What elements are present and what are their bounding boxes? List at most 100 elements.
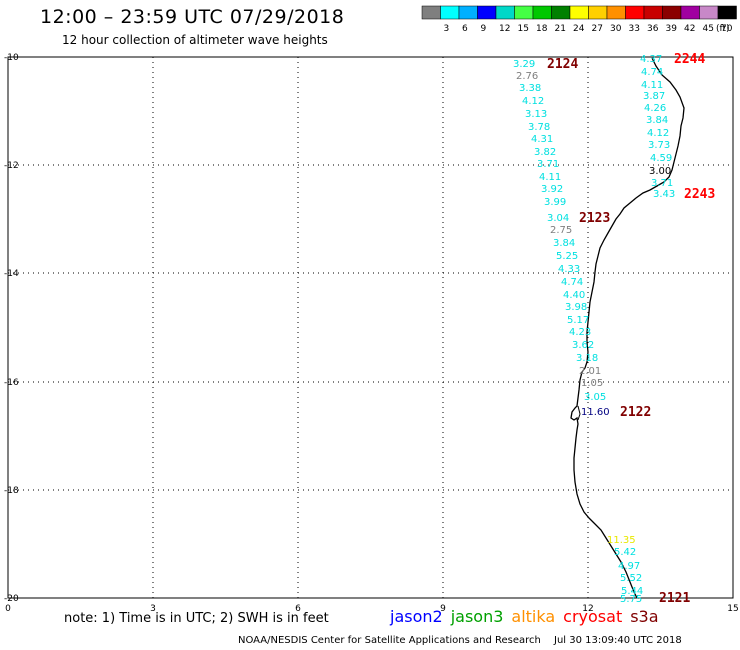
legend-label: 21 [555, 24, 566, 34]
legend-unit: (ft) [716, 24, 730, 34]
legend-swatch [495, 5, 515, 20]
wave-height-label: 3.43 [653, 189, 675, 200]
wave-height-label: 4.74 [641, 67, 663, 78]
wave-height-label: 2.76 [516, 71, 538, 82]
y-tick-label: -12 [4, 161, 19, 171]
wave-height-label: 5.25 [556, 251, 578, 262]
pass-number-label: 2244 [674, 52, 705, 67]
color-scale-legend: 3 6 9 12 15 18 21 24 27 30 33 36 39 42 45 70 (ft) [421, 5, 737, 34]
wave-height-label: 4.11 [539, 172, 561, 183]
x-tick-label: 9 [440, 604, 446, 614]
wave-height-label: 4.26 [644, 103, 666, 114]
wave-height-label: 3.13 [525, 109, 547, 120]
legend-swatch [625, 5, 645, 20]
wave-height-label: 3.38 [519, 83, 541, 94]
satellite-name: altika [511, 607, 556, 626]
x-tick-label: 3 [150, 604, 156, 614]
legend-swatch [421, 5, 441, 20]
wave-height-label: 5.52 [620, 573, 642, 584]
wave-height-label: 4.59 [650, 153, 672, 164]
pass-number-label: 2121 [659, 591, 690, 606]
y-tick-label: -10 [4, 53, 19, 63]
wave-height-label: 4.31 [531, 134, 553, 145]
wave-height-label: 4.97 [618, 561, 640, 572]
wave-height-label: 4.74 [561, 277, 583, 288]
wave-height-label: 3.82 [534, 147, 556, 158]
satellite-name: cryosat [563, 607, 623, 626]
wave-height-label: 4.40 [563, 290, 585, 301]
y-tick-label: -20 [4, 594, 19, 604]
wave-height-label: 3.87 [643, 91, 665, 102]
coastline [570, 57, 685, 599]
pass-labels: 2124 2244 2243 2123 2122 2121 [547, 52, 715, 606]
legend-label: 24 [573, 24, 585, 34]
wave-height-readings: 3.292.763.384.123.133.784.313.823.714.11… [513, 54, 675, 605]
y-tick-label: -14 [4, 269, 19, 279]
grid-lines [8, 57, 733, 598]
legend-swatch [569, 5, 589, 20]
x-tick-label: 0 [5, 604, 11, 614]
legend-swatch [514, 5, 534, 20]
credit-line: NOAA/NESDIS Center for Satellite Applica… [238, 635, 541, 646]
wave-height-label: 3.84 [646, 115, 668, 126]
legend-label: 36 [647, 24, 659, 34]
legend-label: 70 [721, 24, 733, 34]
wave-height-label: 3.05 [584, 392, 606, 403]
wave-height-label: 3.00 [649, 166, 671, 177]
x-tick-label: 12 [582, 604, 593, 614]
legend-label: 18 [536, 24, 548, 34]
map-subtitle: 12 hour collection of altimeter wave hei… [62, 33, 328, 47]
legend-swatch [606, 5, 626, 20]
wave-height-label: 11.60 [581, 407, 610, 418]
wave-height-label: 4.33 [558, 264, 580, 275]
wave-height-label: 1.05 [581, 378, 603, 389]
wave-height-label: 3.29 [513, 59, 535, 70]
coastline-inlet [577, 405, 581, 421]
legend-swatch [643, 5, 663, 20]
pass-number-label: 2124 [547, 57, 578, 72]
wave-height-label: 3.73 [648, 140, 670, 151]
x-axis-ticks: 0 3 6 9 12 15 [5, 604, 739, 614]
wave-height-label: 4.37 [640, 54, 662, 65]
legend-swatch [717, 5, 737, 20]
legend-swatch [532, 5, 552, 20]
wave-height-label: 5.17 [567, 315, 589, 326]
y-tick-label: -18 [4, 486, 19, 496]
wave-height-label: 5.42 [614, 547, 636, 558]
footnote: note: 1) Time is in UTC; 2) SWH is in fe… [64, 611, 329, 626]
x-tick-label: 15 [727, 604, 738, 614]
legend-label: 15 [518, 24, 529, 34]
wave-height-label: 3.78 [528, 122, 550, 133]
legend-swatch [458, 5, 478, 20]
legend-swatch [699, 5, 719, 20]
wave-height-label: 3.98 [565, 302, 587, 313]
legend-label: 45 [703, 24, 714, 34]
legend-swatch [588, 5, 608, 20]
wave-height-label: 3.99 [544, 197, 566, 208]
legend-swatch [680, 5, 700, 20]
wave-height-label: 3.04 [547, 213, 569, 224]
legend-swatch [551, 5, 571, 20]
generated-timestamp: Jul 30 13:09:40 UTC 2018 [554, 635, 682, 646]
y-axis-ticks: -10 -12 -14 -16 -18 -20 [4, 53, 19, 604]
legend-label: 33 [629, 24, 640, 34]
wave-height-label: 3.71 [537, 159, 559, 170]
legend-label: 27 [592, 24, 603, 34]
wave-height-label: 3.71 [651, 178, 673, 189]
wave-height-label: 3.84 [553, 238, 575, 249]
wave-height-label: 5.44 [621, 586, 643, 597]
legend-swatch [440, 5, 460, 20]
y-tick-label: -16 [4, 378, 19, 388]
satellite-name: jason2 [390, 607, 443, 626]
wave-height-label: 2.75 [550, 225, 572, 236]
legend-label: 3 [444, 24, 450, 34]
legend-label: 12 [499, 24, 510, 34]
legend-swatch [477, 5, 497, 20]
x-tick-label: 6 [295, 604, 301, 614]
wave-height-label: 3.92 [541, 184, 563, 195]
legend-label: 42 [684, 24, 695, 34]
wave-height-label: 3.18 [576, 353, 598, 364]
pass-number-label: 2122 [620, 405, 651, 420]
satellite-name: jason3 [450, 607, 504, 626]
